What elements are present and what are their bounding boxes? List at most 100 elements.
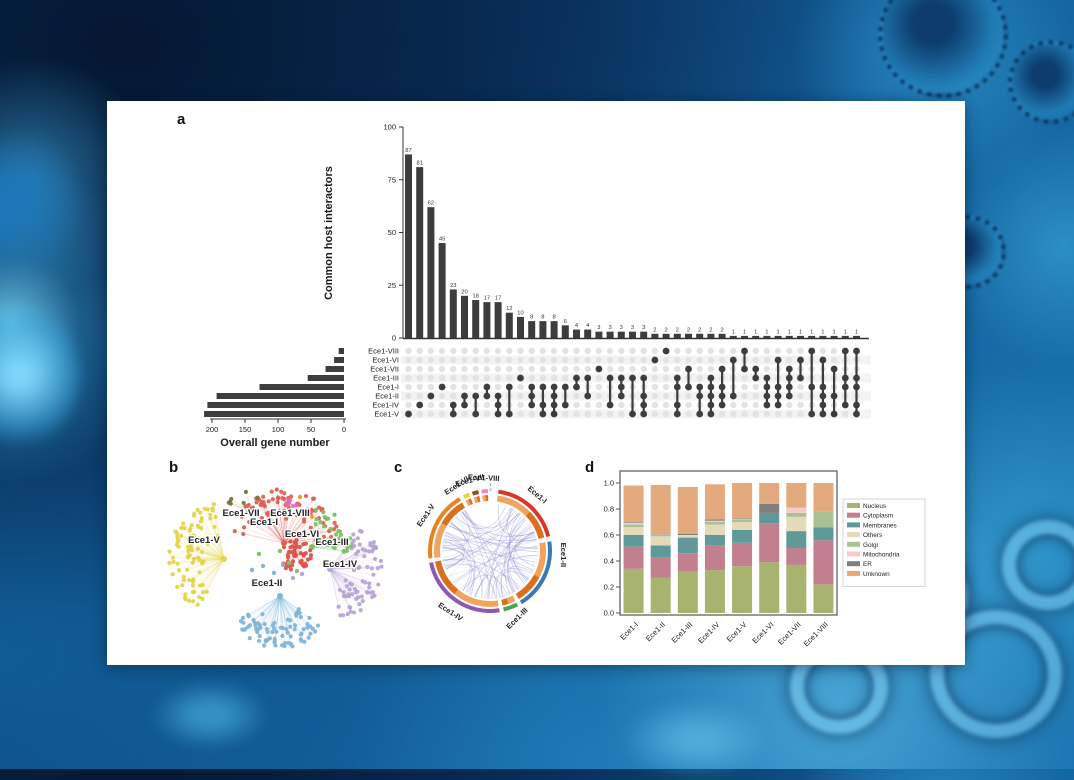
- matrix-dot-active: [629, 375, 636, 382]
- matrix-dot-inactive: [450, 393, 456, 399]
- y-axis-tick-label: 0.4: [604, 557, 614, 566]
- matrix-dot-active: [640, 375, 647, 382]
- matrix-dot-inactive: [529, 411, 535, 417]
- network-node: [257, 552, 261, 556]
- y-axis-title: Common host interactors: [323, 166, 335, 300]
- network-node: [240, 627, 244, 631]
- legend-label: Nucleus: [863, 503, 886, 510]
- stacked-segment-cytoplasm: [813, 540, 833, 584]
- intersection-bar: [584, 330, 591, 338]
- stacked-segment-nucleus: [678, 571, 698, 613]
- matrix-dot-inactive: [573, 366, 579, 372]
- matrix-dot-inactive: [450, 348, 456, 354]
- matrix-dot-inactive: [596, 384, 602, 390]
- matrix-dot-inactive: [484, 411, 490, 417]
- matrix-dot-inactive: [428, 402, 434, 408]
- matrix-dot-inactive: [461, 384, 467, 390]
- matrix-dot-inactive: [741, 411, 747, 417]
- network-node: [208, 513, 212, 517]
- legend-label: Unknown: [863, 571, 890, 578]
- matrix-dot-active: [719, 402, 726, 409]
- outer-ring-segment: [481, 489, 488, 494]
- matrix-dot-inactive: [753, 402, 759, 408]
- stacked-segment-others: [651, 536, 671, 545]
- matrix-dot-inactive: [797, 402, 803, 408]
- intersection-bar: [439, 243, 446, 338]
- network-node: [308, 632, 312, 636]
- matrix-dot-inactive: [428, 384, 434, 390]
- network-node: [272, 571, 276, 575]
- intersection-bar-value: 3: [620, 325, 623, 331]
- network-node: [332, 513, 336, 517]
- legend-label: Others: [863, 532, 882, 539]
- intersection-bar-value: 1: [810, 329, 813, 335]
- y-axis-tick-label: 0.2: [604, 583, 614, 592]
- stacked-segment-unknown: [732, 483, 752, 518]
- stacked-segment-cytoplasm: [678, 553, 698, 571]
- network-node: [312, 497, 316, 501]
- intersection-bar: [416, 167, 423, 338]
- network-node: [295, 545, 299, 549]
- intersection-bar-value: 2: [698, 327, 701, 333]
- matrix-dot-inactive: [439, 348, 445, 354]
- set-axis-tick-label: 100: [272, 425, 285, 434]
- matrix-dot-inactive: [842, 411, 848, 417]
- matrix-dot-inactive: [607, 348, 613, 354]
- matrix-dot-active: [551, 384, 558, 391]
- network-node: [262, 643, 266, 647]
- matrix-dot-inactive: [753, 357, 759, 363]
- matrix-dot-active: [764, 402, 771, 409]
- intersection-bar-value: 10: [517, 310, 523, 316]
- matrix-dot-inactive: [473, 348, 479, 354]
- x-axis-category-label: Ece1-IV: [696, 620, 721, 645]
- matrix-dot-inactive: [764, 357, 770, 363]
- matrix-dot-inactive: [753, 393, 759, 399]
- matrix-dot-inactive: [517, 348, 523, 354]
- intersection-bar: [427, 207, 434, 338]
- set-axis-tick-label: 50: [307, 425, 315, 434]
- outer-ring-segment: [472, 490, 479, 495]
- network-node: [349, 544, 353, 548]
- stacked-segment-er: [732, 518, 752, 519]
- network-node: [299, 631, 303, 635]
- matrix-dot-inactive: [573, 402, 579, 408]
- stacked-segment-nucleus: [759, 562, 779, 613]
- matrix-dot-inactive: [506, 375, 512, 381]
- matrix-dot-inactive: [596, 411, 602, 417]
- matrix-dot-active: [842, 375, 849, 382]
- matrix-dot-active: [495, 402, 502, 409]
- matrix-dot-active: [820, 384, 827, 391]
- matrix-dot-active: [820, 357, 827, 364]
- matrix-dot-inactive: [663, 393, 669, 399]
- matrix-dot-inactive: [529, 348, 535, 354]
- matrix-dot-inactive: [551, 357, 557, 363]
- matrix-dot-active: [439, 384, 446, 391]
- network-node: [282, 545, 286, 549]
- intersection-bar: [562, 325, 569, 338]
- stacked-segment-others: [705, 525, 725, 535]
- matrix-dot-inactive: [831, 348, 837, 354]
- cluster-label: Ece1-II: [252, 578, 283, 589]
- intersection-bar: [495, 302, 502, 338]
- matrix-dot-inactive: [618, 366, 624, 372]
- network-node: [275, 500, 279, 504]
- matrix-dot-active: [618, 393, 625, 400]
- intersection-bar: [506, 313, 513, 338]
- matrix-dot-active: [775, 402, 782, 409]
- network-node: [308, 624, 312, 628]
- matrix-dot-inactive: [663, 366, 669, 372]
- network-node: [358, 543, 362, 547]
- network-node: [270, 630, 274, 634]
- matrix-dot-active: [461, 393, 468, 400]
- matrix-dot-inactive: [708, 357, 714, 363]
- stacked-segment-mitochondria: [624, 523, 644, 525]
- matrix-dot-active: [853, 375, 860, 382]
- matrix-dot-active: [640, 411, 647, 418]
- network-node: [242, 501, 246, 505]
- network-node: [175, 562, 179, 566]
- matrix-dot-inactive: [607, 366, 613, 372]
- matrix-dot-active: [764, 375, 771, 382]
- intersection-bar: [719, 334, 726, 338]
- matrix-dot-active: [741, 366, 748, 373]
- matrix-dot-inactive: [484, 402, 490, 408]
